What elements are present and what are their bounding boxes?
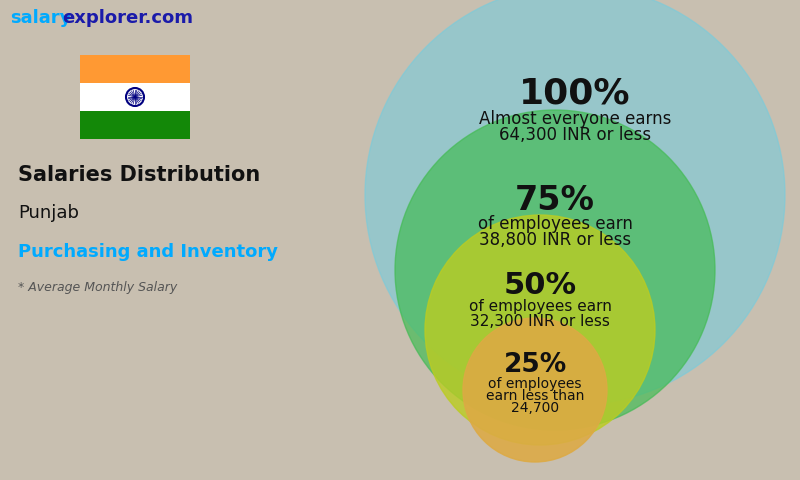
Text: 50%: 50% <box>503 271 577 300</box>
Text: Salaries Distribution: Salaries Distribution <box>18 165 260 185</box>
Bar <box>80 83 190 111</box>
Text: of employees earn: of employees earn <box>478 215 633 233</box>
Text: 75%: 75% <box>515 183 595 216</box>
Bar <box>80 55 190 83</box>
Text: 64,300 INR or less: 64,300 INR or less <box>499 126 651 144</box>
Text: * Average Monthly Salary: * Average Monthly Salary <box>18 281 178 295</box>
Text: 100%: 100% <box>519 76 630 110</box>
Text: Punjab: Punjab <box>18 204 79 222</box>
Text: 25%: 25% <box>503 352 566 378</box>
Circle shape <box>395 110 715 430</box>
Text: of employees earn: of employees earn <box>469 300 611 314</box>
Text: 38,800 INR or less: 38,800 INR or less <box>479 231 631 249</box>
Text: earn less than: earn less than <box>486 389 584 403</box>
Text: 24,700: 24,700 <box>511 401 559 415</box>
Circle shape <box>425 215 655 445</box>
Circle shape <box>463 318 607 462</box>
Text: Almost everyone earns: Almost everyone earns <box>479 110 671 128</box>
Text: 32,300 INR or less: 32,300 INR or less <box>470 313 610 328</box>
Bar <box>80 111 190 139</box>
Text: salary: salary <box>10 9 71 27</box>
Text: explorer.com: explorer.com <box>62 9 193 27</box>
Text: Purchasing and Inventory: Purchasing and Inventory <box>18 243 278 261</box>
Text: of employees: of employees <box>488 377 582 391</box>
Circle shape <box>365 0 785 405</box>
